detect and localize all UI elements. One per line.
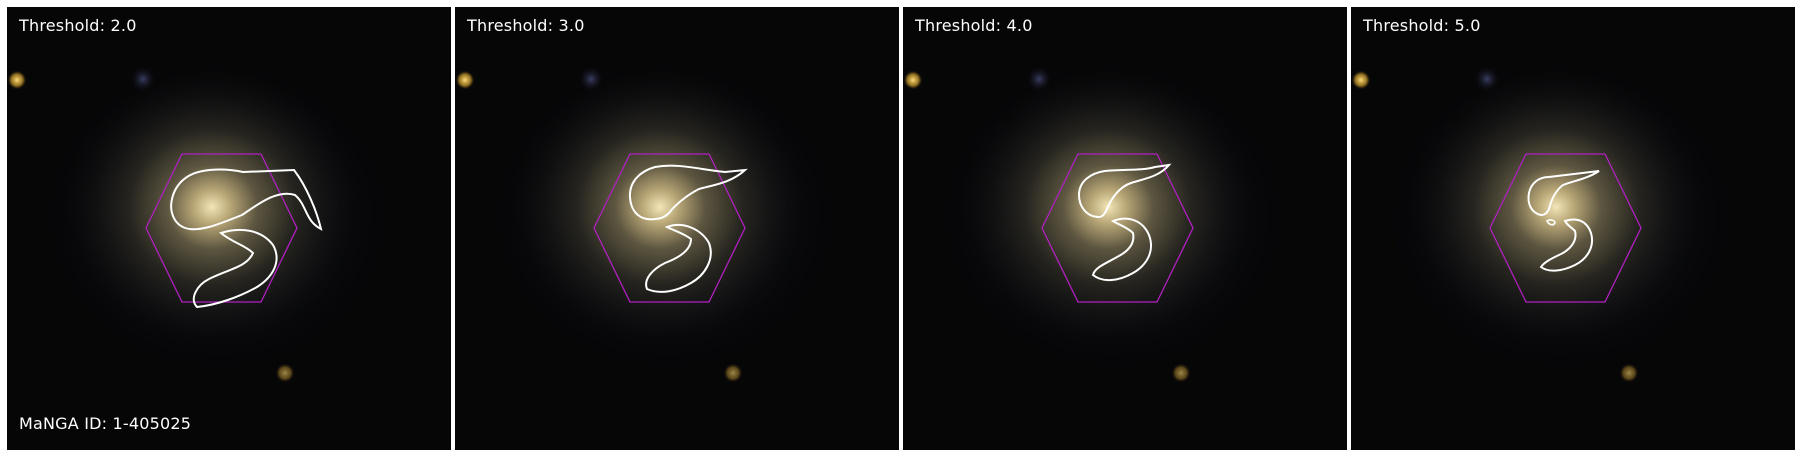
image-panel-1: Threshold: 2.0 MaNGA ID: 1-405025 (7, 7, 451, 450)
hexagon-footprint-1 (145, 153, 298, 303)
hexagon-footprint-3 (1041, 153, 1194, 303)
hexagon-footprint-4 (1489, 153, 1642, 303)
contour-outline-1 (170, 168, 323, 309)
threshold-label: Threshold: 3.0 (467, 16, 585, 35)
contour-outline-4 (1527, 170, 1600, 272)
image-panel-2: Threshold: 3.0 (455, 7, 899, 450)
galaxy-image-4 (1351, 7, 1795, 450)
manga-id-label: MaNGA ID: 1-405025 (19, 414, 192, 433)
threshold-label: Threshold: 2.0 (19, 16, 137, 35)
image-panel-4: Threshold: 5.0 (1351, 7, 1795, 450)
contour-outline-3 (1077, 163, 1172, 281)
threshold-label: Threshold: 4.0 (915, 16, 1033, 35)
galaxy-image-2 (455, 7, 899, 450)
galaxy-image-1 (7, 7, 451, 450)
threshold-label: Threshold: 5.0 (1363, 16, 1481, 35)
hexagon-footprint-2 (593, 153, 746, 303)
contour-outline-2 (628, 164, 748, 293)
image-panel-3: Threshold: 4.0 (903, 7, 1347, 450)
